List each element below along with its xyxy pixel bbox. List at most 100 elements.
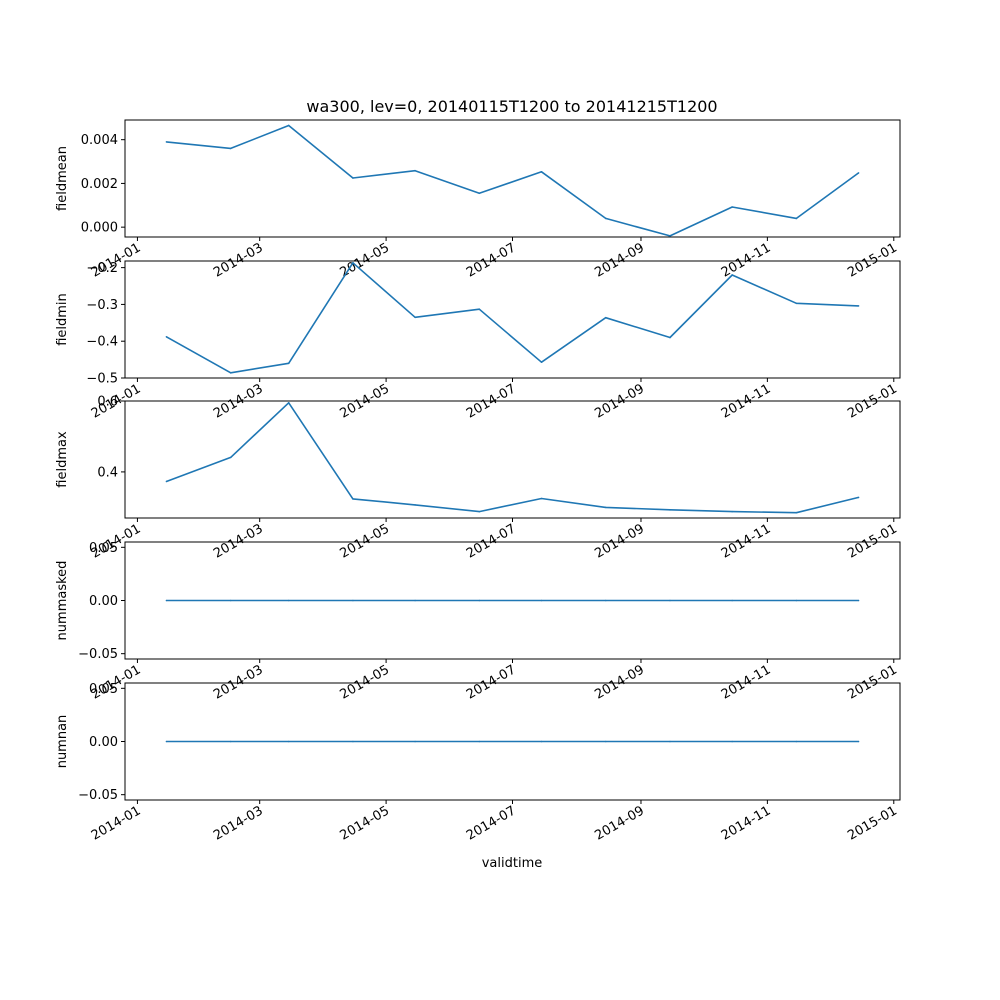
data-point [352,740,354,743]
data-point [478,740,481,743]
y-tick-label: 0.4 [97,465,118,480]
y-tick-label: −0.05 [78,788,118,803]
data-point [731,206,733,208]
data-point [857,305,860,307]
data-point [229,372,232,374]
data-point [478,192,481,195]
x-tick-label: 2014-07 [464,381,519,421]
y-tick-label: 0.000 [81,221,118,236]
y-tick-label: 0.6 [97,395,118,410]
x-tick-label: 2015-01 [845,803,900,843]
x-tick-label: 2014-09 [592,381,647,421]
axes-frame [124,260,901,379]
data-point [287,124,290,127]
data-point [414,599,416,602]
panel-numnan: −0.05 0.00 0.05 2014-01 2014-03 2014-05 2014-0… [55,682,901,844]
y-tick-label: 0.05 [89,541,118,556]
data-point [604,217,607,220]
data-point [669,740,671,743]
x-tick-label: 2014-11 [719,381,774,421]
data-point [352,177,354,179]
data-point [795,302,798,305]
data-point [669,235,671,237]
x-tick-label: 2014-05 [338,381,393,421]
data-point [287,599,290,602]
data-point [352,599,354,602]
data-point [857,496,860,499]
data-point [540,599,543,602]
y-axis-label: fieldmin [55,293,70,346]
data-point [540,740,543,743]
data-point [287,740,290,743]
y-axis-label: fieldmean [55,146,70,211]
data-point [229,456,232,459]
y-tick-label: −0.05 [78,647,118,662]
series-line-fieldmin [166,261,859,374]
data-point [287,362,290,365]
data-point [731,740,733,743]
data-point [165,740,168,743]
x-tick-label: 2014-03 [211,803,266,843]
data-point [352,262,354,264]
x-tick-label: 2014-05 [338,803,393,843]
y-axis-label: numnan [55,715,70,769]
data-point [352,498,354,500]
y-tick-label: −0.3 [86,298,118,313]
x-tick-label: 2014-09 [592,803,647,843]
axes-frame [124,400,901,519]
y-tick-label: −0.5 [86,372,118,387]
y-tick-label: 0.00 [89,594,118,609]
data-point [604,740,607,743]
data-point [540,171,543,173]
data-point [795,599,798,602]
data-point [669,599,671,602]
data-point [604,599,607,602]
series-line-fieldmean [166,124,860,237]
y-axis-label: fieldmax [55,431,70,488]
x-tick-label: 2014-03 [211,381,266,421]
x-axis-label: validtime [482,856,543,871]
data-point [669,509,671,511]
data-point [857,599,860,602]
x-tick-label: 2014-11 [719,803,774,843]
data-point [478,308,481,310]
data-point [414,504,416,506]
data-point [540,497,543,500]
data-point [165,141,168,143]
data-point [414,740,416,743]
y-tick-label: 0.002 [81,177,118,192]
x-tick-label: 2015-01 [845,381,900,421]
data-point [414,169,416,172]
data-point [857,740,860,743]
data-point [229,147,232,150]
data-point [540,361,543,363]
chart-title: wa300, lev=0, 20140115T1200 to 20141215T… [306,97,717,116]
y-axis-label: nummasked [55,561,70,641]
axes-frame [124,119,901,238]
data-point [478,510,481,513]
y-tick-label: 0.00 [89,735,118,750]
x-tick-label: 2014-01 [89,803,144,843]
data-point [229,599,232,602]
data-point [731,510,733,513]
data-point [857,172,860,174]
x-tick-label: 2014-07 [464,803,519,843]
data-point [604,506,607,509]
y-tick-label: −0.4 [86,335,118,350]
data-point [795,511,798,514]
data-point [165,599,168,602]
data-point [731,274,733,276]
data-point [165,480,168,483]
data-point [165,335,168,338]
data-point [229,740,232,743]
data-point [414,316,416,319]
data-point [795,217,798,220]
data-point [795,740,798,743]
data-point [478,599,481,602]
y-tick-label: 0.004 [81,133,118,148]
